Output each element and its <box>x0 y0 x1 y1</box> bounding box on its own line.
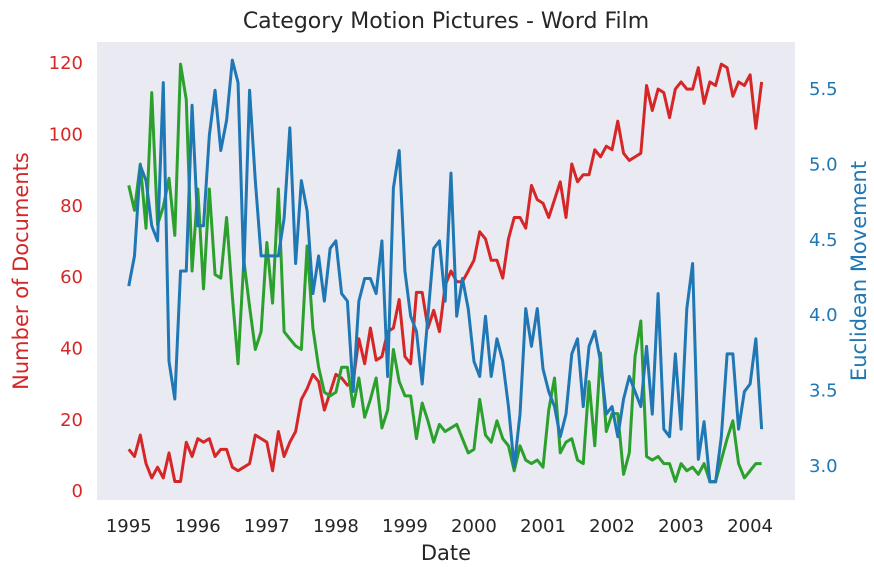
y2-tick-label: 5.5 <box>809 79 838 100</box>
x-tick-label: 2002 <box>589 516 635 537</box>
y2-tick-label: 5.0 <box>809 155 838 176</box>
x-tick-label: 1997 <box>244 516 290 537</box>
series-line <box>127 58 764 484</box>
x-tick-label: 1998 <box>313 516 359 537</box>
y2-axis-label: Euclidean Movement <box>847 161 871 381</box>
y-tick-label: 60 <box>60 267 83 288</box>
y2-tick-label: 4.5 <box>809 230 838 251</box>
chart-title: Category Motion Pictures - Word Film <box>243 9 649 34</box>
y2-tick-label: 3.0 <box>809 456 838 477</box>
series-line <box>127 62 762 483</box>
x-tick-label: 1995 <box>106 516 152 537</box>
y2-tick-label: 3.5 <box>809 381 838 402</box>
y2-tick-label: 4.0 <box>809 305 838 326</box>
x-tick-label: 1999 <box>382 516 428 537</box>
y-tick-label: 100 <box>49 124 83 145</box>
y-tick-label: 40 <box>60 338 83 359</box>
x-tick-label: 1996 <box>175 516 221 537</box>
x-axis-label: Date <box>421 541 471 565</box>
x-tick-label: 2004 <box>727 516 773 537</box>
y-tick-label: 120 <box>49 53 83 74</box>
x-tick-label: 2001 <box>520 516 566 537</box>
y-tick-label: 0 <box>72 481 83 502</box>
y-tick-label: 20 <box>60 410 83 431</box>
x-tick-label: 2003 <box>658 516 704 537</box>
y-tick-label: 80 <box>60 196 83 217</box>
y-axis-label: Number of Documents <box>9 152 33 390</box>
x-tick-label: 2000 <box>451 516 497 537</box>
